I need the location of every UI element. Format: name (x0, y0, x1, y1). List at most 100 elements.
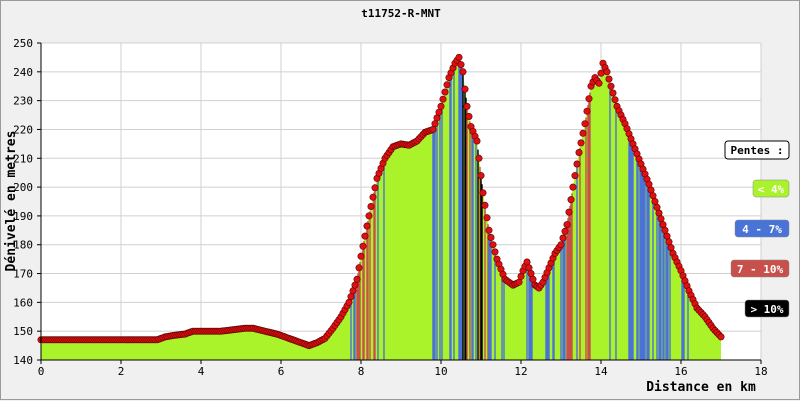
y-tick-label: 190 (13, 210, 33, 223)
x-tick-label: 6 (278, 365, 285, 378)
elevation-point (345, 298, 353, 306)
x-tick-label: 10 (434, 365, 447, 378)
elevation-point (481, 201, 489, 209)
elevation-point (485, 226, 493, 234)
elevation-point (439, 95, 447, 103)
elevation-point (479, 189, 487, 197)
legend-title-box (724, 140, 790, 160)
elevation-point (611, 96, 619, 104)
elevation-point (561, 227, 569, 235)
axes (40, 43, 761, 361)
elevation-point (585, 95, 593, 103)
y-tick-label: 150 (13, 325, 33, 338)
elevation-point (575, 149, 583, 157)
elevation-point (369, 193, 377, 201)
elevation-point (573, 160, 581, 168)
elevation-point (581, 120, 589, 128)
x-tick-label: 2 (118, 365, 125, 378)
elevation-point (571, 172, 579, 180)
legend-item-7-10: 7 - 10% (737, 263, 784, 276)
elevation-point (437, 102, 445, 110)
elevation-point (431, 120, 439, 128)
elevation-point (357, 252, 365, 260)
elevation-point (473, 137, 481, 145)
elevation-point (435, 108, 443, 116)
x-tick-label: 8 (358, 365, 365, 378)
elevation-point (429, 126, 437, 134)
elevation-point (651, 198, 659, 206)
legend-item-4-7: 4 - 7% (742, 223, 782, 236)
x-tick-label: 4 (198, 365, 205, 378)
elevation-point (361, 232, 369, 240)
elevation-point (595, 79, 603, 87)
legend-swatch-4-7 (734, 219, 790, 238)
x-tick-label: 16 (674, 365, 687, 378)
y-tick-label: 220 (13, 123, 33, 136)
y-tick-label: 180 (13, 239, 33, 252)
legend-swatch-lt4 (752, 179, 790, 198)
elevation-point (459, 68, 467, 76)
elevation-point (371, 184, 379, 192)
elevation-point (717, 333, 725, 341)
x-tick-label: 0 (38, 365, 45, 378)
legend: Pentes : < 4% 4 - 7% 7 - 10% > 10% (724, 140, 790, 318)
elevation-point (607, 82, 615, 90)
elevation-point (605, 75, 613, 83)
elevation-point (577, 139, 585, 147)
elevation-point (367, 203, 375, 211)
elevation-point (359, 242, 367, 250)
elevation-point (665, 238, 673, 246)
x-tick-label: 18 (754, 365, 767, 378)
elevation-point (655, 209, 663, 217)
elevation-point (487, 234, 495, 242)
elevation-point (463, 102, 471, 110)
elevation-markers (37, 53, 725, 350)
elevation-point (443, 81, 451, 89)
y-tick-label: 250 (13, 37, 33, 50)
elevation-point (523, 258, 531, 266)
elevation-point (475, 154, 483, 162)
legend-item-lt4: < 4% (758, 183, 785, 196)
elevation-point (667, 244, 675, 252)
y-tick-label: 170 (13, 268, 33, 281)
elevation-point (347, 293, 355, 301)
elevation-point (603, 68, 611, 76)
elevation-point (567, 196, 575, 204)
elevation-fill (41, 57, 721, 361)
elevation-point (365, 212, 373, 220)
elevation-point (563, 221, 571, 229)
legend-title: Pentes : (731, 144, 784, 157)
y-tick-label: 230 (13, 95, 33, 108)
y-tick-label: 160 (13, 296, 33, 309)
y-tick-label: 200 (13, 181, 33, 194)
elevation-point (363, 222, 371, 230)
x-tick-label: 12 (514, 365, 527, 378)
elevation-point (657, 215, 665, 223)
elevation-point (457, 61, 465, 69)
elevation-point (661, 226, 669, 234)
elevation-point (527, 269, 535, 277)
y-axis-label: Dénivelé en metres (4, 131, 19, 272)
elevation-point (461, 85, 469, 93)
elevation-point (559, 234, 567, 242)
elevation-point (609, 89, 617, 97)
elevation-point (351, 281, 359, 289)
elevation-point (477, 172, 485, 180)
elevation-point (649, 192, 657, 200)
y-tick-label: 240 (13, 66, 33, 79)
elevation-point (441, 88, 449, 96)
elevation-point (565, 208, 573, 216)
legend-swatch-7-10 (730, 259, 790, 278)
elevation-point (455, 53, 463, 61)
elevation-point (465, 113, 473, 121)
legend-swatch-gt10 (744, 299, 790, 318)
y-tick-label: 210 (13, 152, 33, 165)
tick-labels: 0 2 4 6 8 10 12 14 16 18 140 150 160 170 180 190 200 210 2… (13, 37, 768, 378)
elevation-point (645, 180, 653, 188)
elevation-point (355, 264, 363, 272)
elevation-area (41, 57, 721, 361)
legend-item-gt10: > 10% (750, 303, 783, 316)
x-axis-label: Distance en km (646, 380, 756, 395)
